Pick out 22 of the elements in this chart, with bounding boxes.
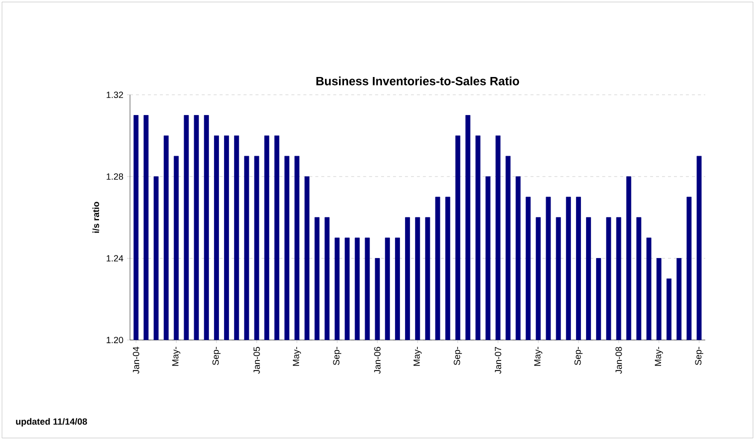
x-tick-label: May- <box>172 346 180 366</box>
x-tick-label: Sep- <box>695 346 704 366</box>
x-tick-label: May- <box>654 346 663 366</box>
y-tick-label: 1.24 <box>106 255 124 262</box>
y-tick-label: 1.28 <box>106 173 124 180</box>
chart-title: Business Inventories-to-Sales Ratio <box>316 76 520 86</box>
x-tick-label: Sep- <box>333 346 342 366</box>
x-tick-label: May- <box>534 346 542 366</box>
y-axis-title: i/s ratio <box>92 202 100 233</box>
x-tick-label: Jan-07 <box>494 346 502 374</box>
y-tick-label: 1.32 <box>106 92 124 98</box>
x-tick-label: Sep- <box>574 346 583 366</box>
x-tick-label: Jan-05 <box>254 346 260 374</box>
x-tick-label: May- <box>414 346 422 366</box>
x-tick-label: Sep- <box>454 346 462 366</box>
x-tick-label: May- <box>292 346 301 366</box>
x-tick-label: Jan-04 <box>132 346 140 374</box>
text: updated 11/14/08 <box>16 418 88 426</box>
y-tick-label: 1.20 <box>106 336 124 344</box>
x-tick-label: Sep- <box>212 346 221 366</box>
x-tick-label: Jan-06 <box>374 346 381 374</box>
x-tick-label: Jan-08 <box>616 346 622 374</box>
